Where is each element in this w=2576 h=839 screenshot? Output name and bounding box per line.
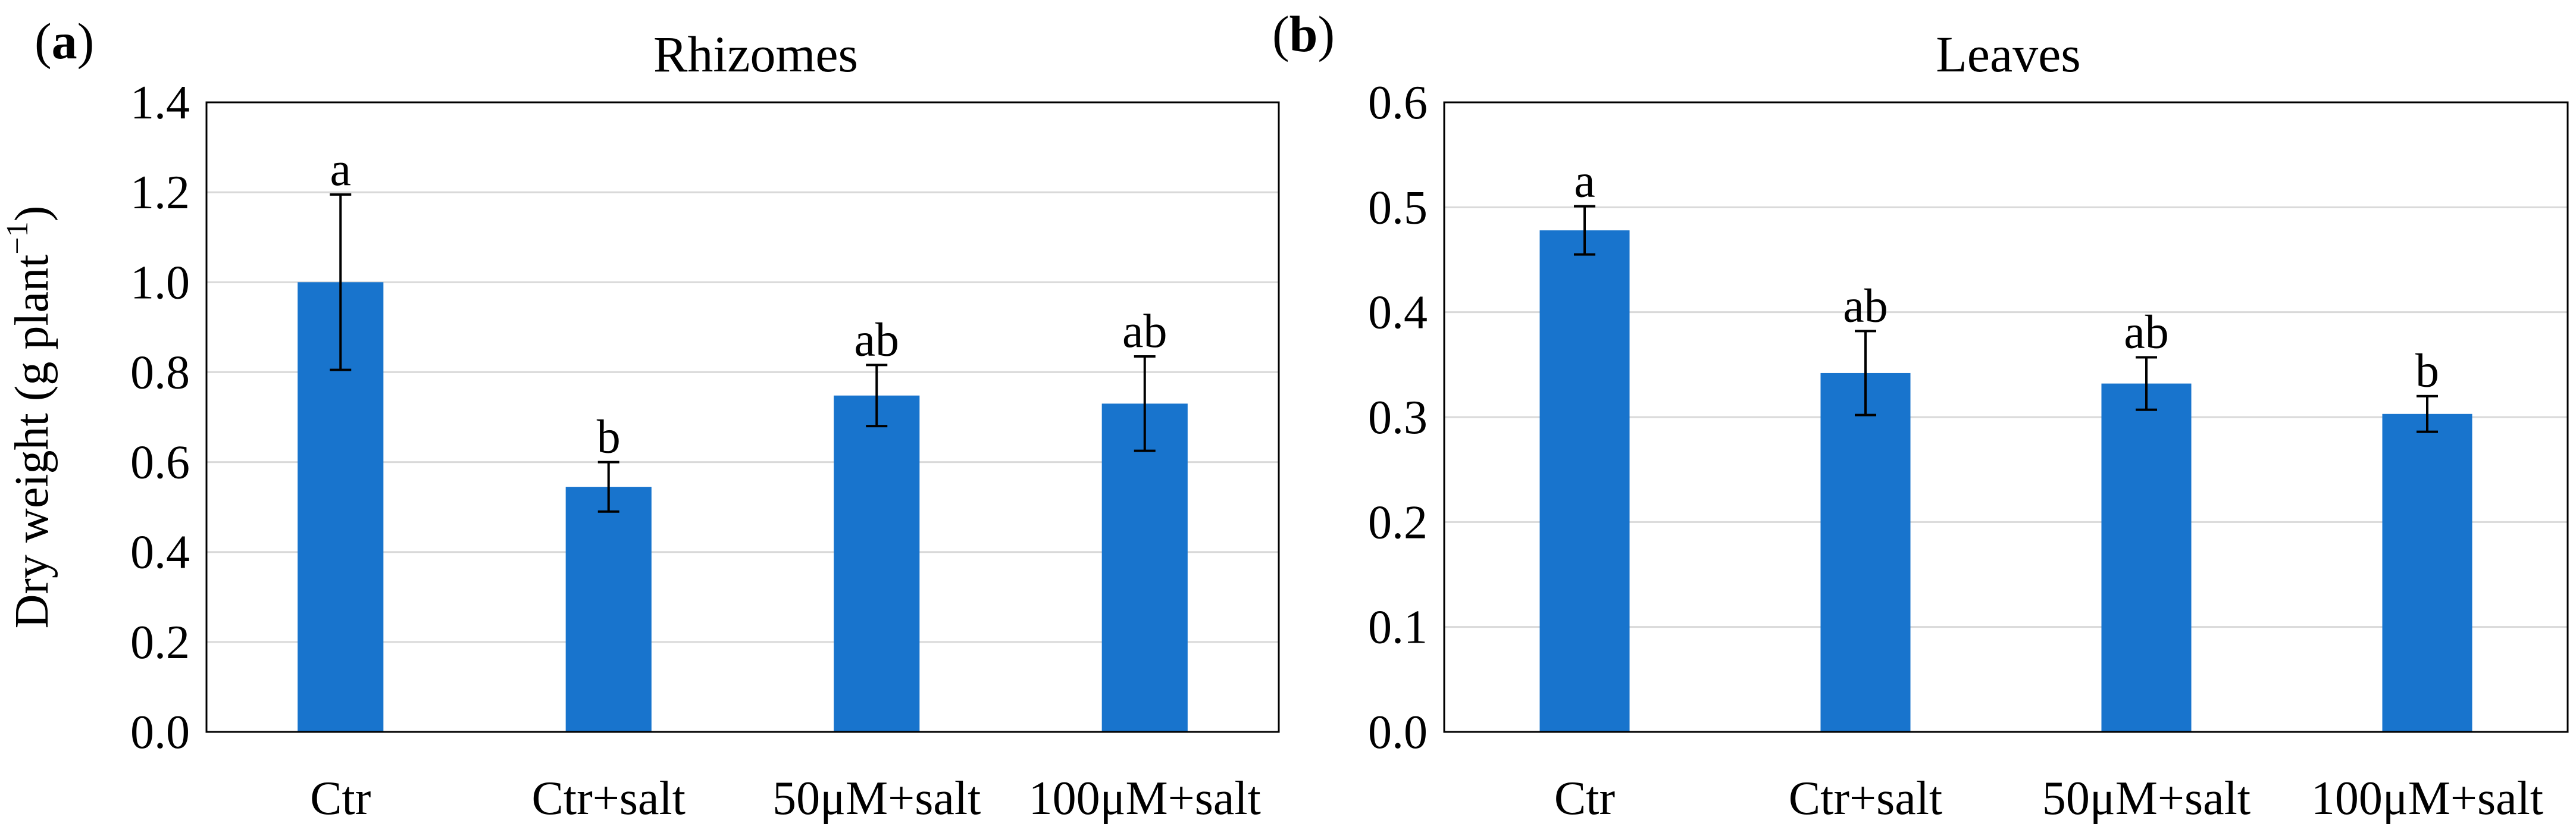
category-label: Ctr — [310, 772, 371, 825]
y-tick-label: 0.8 — [130, 346, 190, 399]
panel-leaves: 0.0 0.1 0.2 0.3 0.4 0.5 0.6 a Ctr ab Ctr+salt ab 50μ… — [1272, 5, 2569, 825]
significance-label: a — [1574, 155, 1595, 208]
significance-label: b — [597, 411, 621, 464]
y-tick-label: 0.0 — [1368, 706, 1428, 759]
bar — [1539, 230, 1630, 732]
chart-title: Rhizomes — [653, 26, 858, 83]
bar — [1820, 372, 1911, 732]
error-bar — [1134, 355, 1156, 452]
plot-frame — [205, 101, 1280, 733]
y-tick-label: 1.4 — [130, 77, 190, 129]
bar — [1101, 403, 1188, 732]
error-bar — [2136, 356, 2157, 411]
y-tick-label: 0.0 — [130, 706, 190, 759]
panel-rhizomes: 0.0 0.2 0.4 0.6 0.8 1.0 1.2 1.4 a Ctr b Ctr+salt ab 5… — [1, 12, 1280, 825]
error-bar — [866, 364, 888, 428]
category-label: Ctr+salt — [532, 772, 686, 825]
significance-label: ab — [1843, 280, 1888, 332]
y-tick-label: 1.2 — [130, 167, 190, 219]
y-tick-label: 0.3 — [1368, 392, 1428, 444]
y-tick-label: 0.4 — [130, 527, 190, 579]
significance-label: b — [2415, 345, 2439, 397]
significance-label: ab — [2124, 306, 2169, 358]
y-tick-label: 1.0 — [130, 256, 190, 309]
error-bar — [2417, 395, 2438, 433]
significance-label: ab — [1122, 305, 1168, 358]
error-bar — [1574, 205, 1595, 256]
y-tick-label: 0.1 — [1368, 602, 1428, 654]
error-bar — [1855, 330, 1876, 417]
chart-title: Leaves — [1936, 26, 2081, 83]
category-label: 100μM+salt — [1029, 772, 1261, 825]
category-label: 100μM+salt — [2311, 772, 2543, 825]
y-tick-label: 0.4 — [1368, 287, 1428, 339]
bar — [565, 487, 652, 732]
panel-label: (a) — [35, 12, 94, 70]
plot-frame — [1443, 101, 2569, 733]
category-label: Ctr+salt — [1789, 772, 1942, 825]
y-axis-title: Dry weight (g plant−1) — [1, 206, 58, 629]
significance-label: a — [330, 143, 351, 196]
significance-label: ab — [854, 314, 899, 366]
error-bar — [330, 193, 352, 371]
bar — [2382, 414, 2472, 732]
panel-label: (b) — [1272, 5, 1335, 62]
y-tick-label: 0.6 — [1368, 77, 1428, 129]
error-bar — [597, 461, 619, 513]
y-tick-label: 0.2 — [1368, 496, 1428, 549]
bar — [834, 395, 920, 732]
y-tick-label: 0.5 — [1368, 181, 1428, 234]
category-label: 50μM+salt — [2042, 772, 2251, 825]
category-label: Ctr — [1554, 772, 1615, 825]
category-label: 50μM+salt — [772, 772, 981, 825]
y-tick-label: 0.6 — [130, 437, 190, 489]
bar — [2101, 383, 2192, 732]
y-tick-label: 0.2 — [130, 616, 190, 669]
